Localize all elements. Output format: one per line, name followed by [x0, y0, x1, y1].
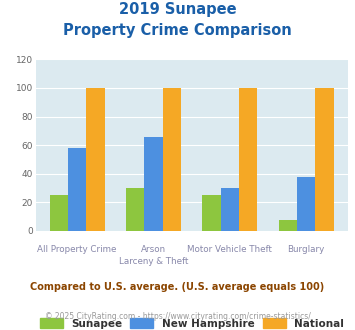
Bar — [163, 88, 181, 231]
Bar — [221, 188, 239, 231]
Text: Burglary: Burglary — [288, 245, 325, 254]
Bar — [144, 137, 163, 231]
Text: Larceny & Theft: Larceny & Theft — [119, 257, 188, 266]
Text: Motor Vehicle Theft: Motor Vehicle Theft — [187, 245, 272, 254]
Bar — [50, 195, 68, 231]
Text: 2019 Sunapee: 2019 Sunapee — [119, 2, 236, 16]
Bar — [297, 177, 315, 231]
Bar — [126, 188, 144, 231]
Bar — [86, 88, 105, 231]
Text: Property Crime Comparison: Property Crime Comparison — [63, 23, 292, 38]
Bar — [68, 148, 86, 231]
Text: Arson: Arson — [141, 245, 166, 254]
Bar — [279, 219, 297, 231]
Text: © 2025 CityRating.com - https://www.cityrating.com/crime-statistics/: © 2025 CityRating.com - https://www.city… — [45, 312, 310, 321]
Legend: Sunapee, New Hampshire, National: Sunapee, New Hampshire, National — [40, 318, 344, 329]
Bar — [315, 88, 334, 231]
Bar — [239, 88, 257, 231]
Text: All Property Crime: All Property Crime — [38, 245, 117, 254]
Text: Compared to U.S. average. (U.S. average equals 100): Compared to U.S. average. (U.S. average … — [31, 282, 324, 292]
Bar — [202, 195, 221, 231]
